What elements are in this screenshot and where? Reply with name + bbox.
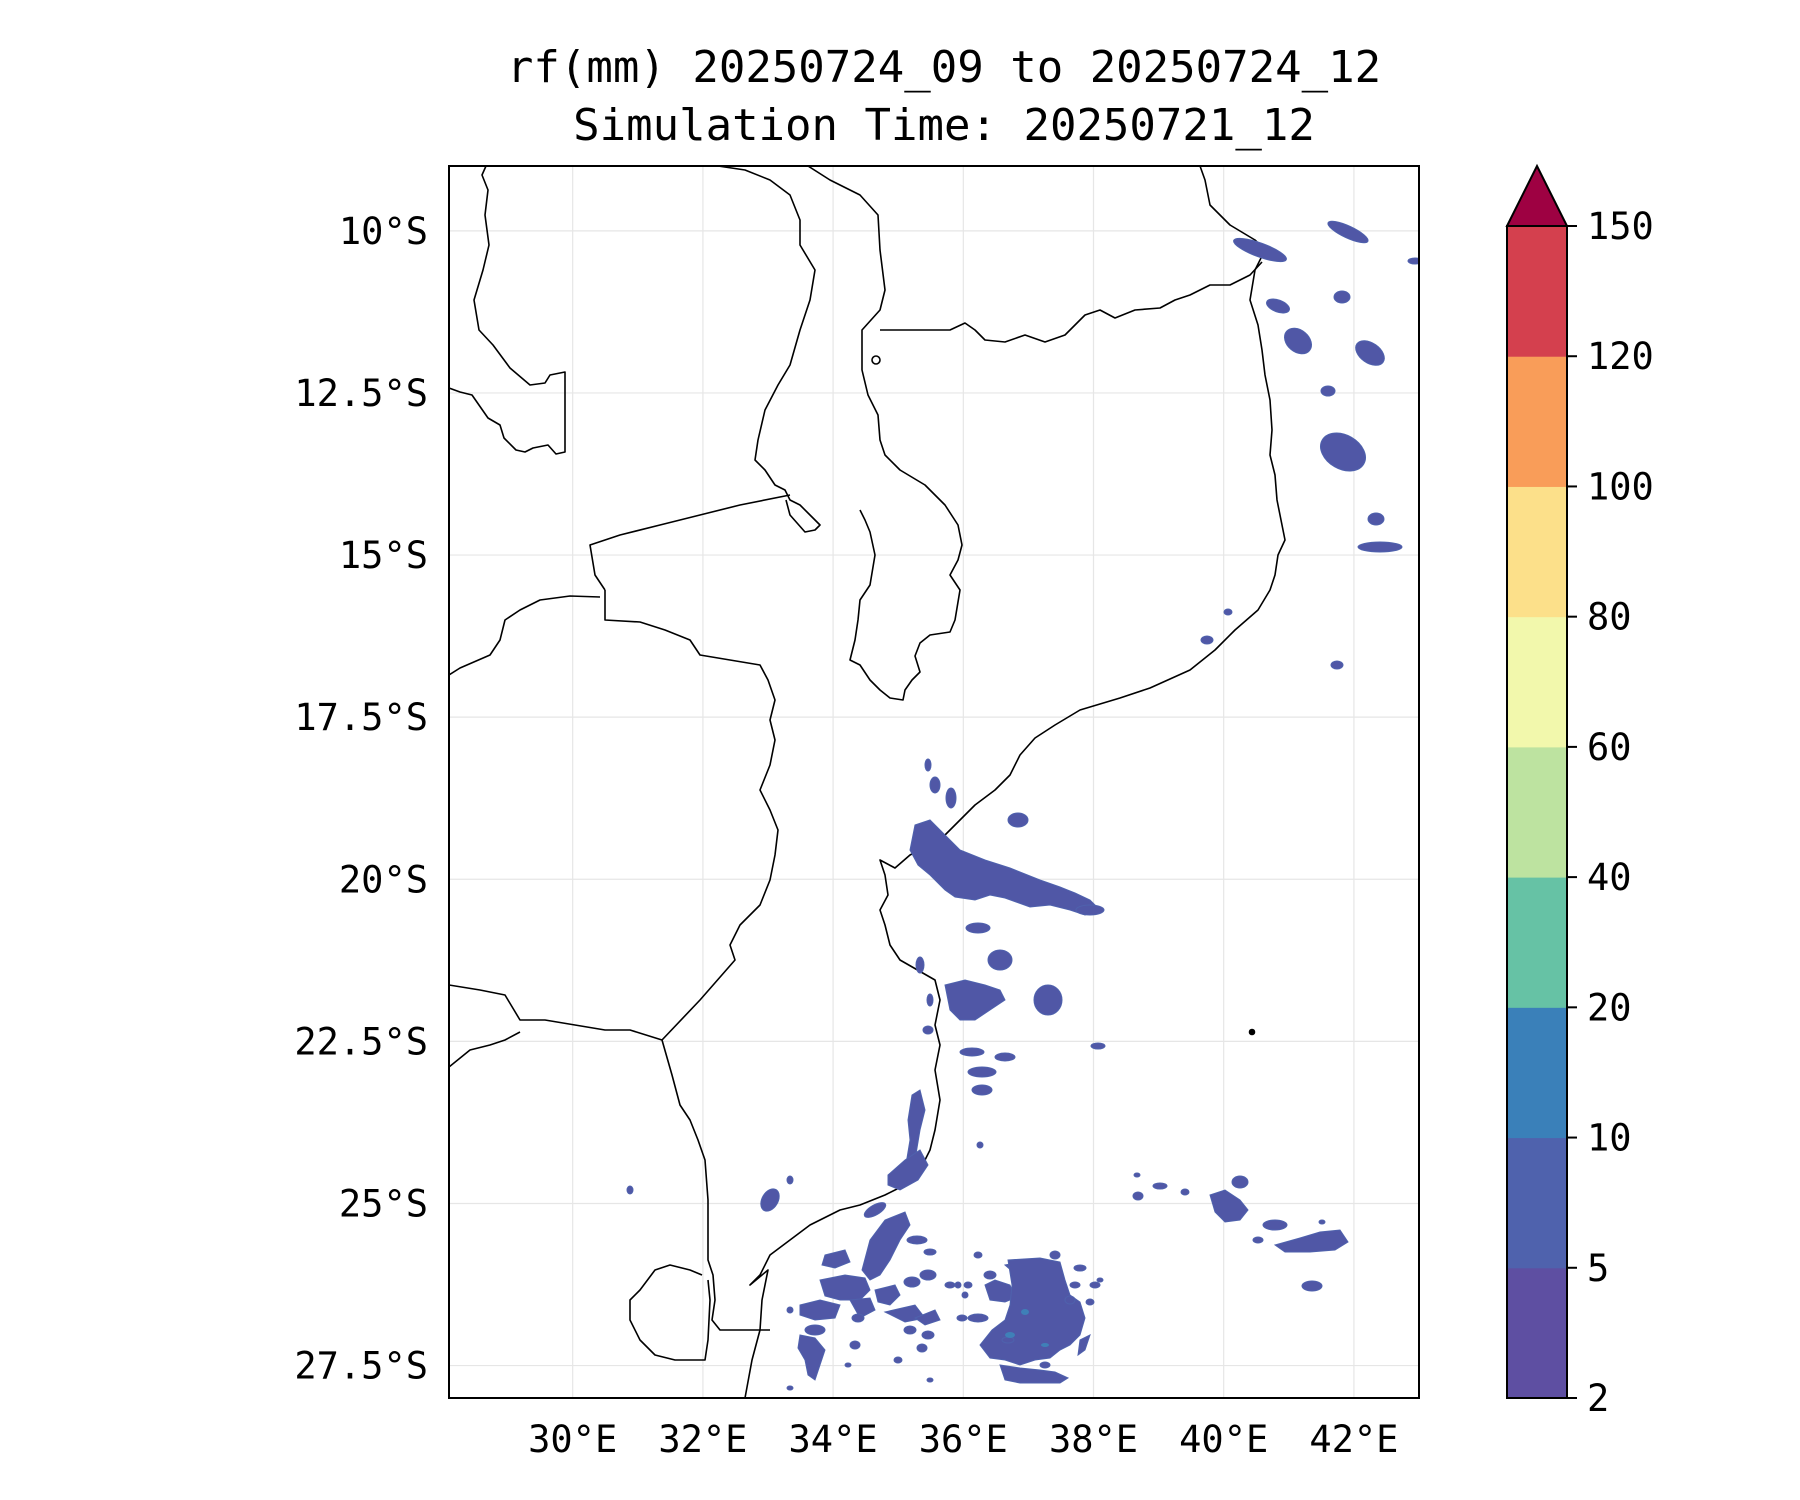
colorbar-tick-label: 120 xyxy=(1587,335,1654,378)
eswatini-border xyxy=(629,1264,711,1361)
colorbar-tick-label: 100 xyxy=(1587,465,1654,508)
rainfall-heavier-spots xyxy=(1005,1309,1049,1347)
lat-tick-label: 10°S xyxy=(339,210,428,253)
lon-tick-label: 32°E xyxy=(658,1418,747,1461)
botswana-southafrica-border xyxy=(449,1031,521,1068)
map-gridlines xyxy=(449,166,1419,1398)
lat-tick-label: 20°S xyxy=(339,858,428,901)
zambia-zimbabwe-border xyxy=(449,595,601,676)
colorbar-tick-label: 80 xyxy=(1587,596,1632,639)
colorbar-tick-label: 5 xyxy=(1587,1247,1609,1290)
colorbar-segment xyxy=(1507,356,1567,487)
colorbar-segment xyxy=(1507,226,1567,357)
lon-tick-label: 34°E xyxy=(789,1418,878,1461)
map-title-line2: Simulation Time: 20250721_12 xyxy=(573,100,1315,151)
lon-tick-label: 38°E xyxy=(1049,1418,1138,1461)
colorbar-segment xyxy=(1507,1267,1567,1399)
lon-tick-label: 40°E xyxy=(1179,1418,1268,1461)
colorbar-segment xyxy=(1507,1007,1567,1139)
lat-tick-label: 22.5°S xyxy=(294,1020,428,1063)
colorbar-frame xyxy=(1506,225,1568,1399)
country-boundaries xyxy=(449,166,1286,1398)
colorbar-segment xyxy=(1507,877,1567,1008)
zambia-mozambique-border xyxy=(589,494,791,591)
zambia-drc-border xyxy=(449,166,566,455)
colorbar-tick-label: 40 xyxy=(1587,856,1632,899)
zimbabwe-southafrica-border xyxy=(449,984,663,1041)
colorbar-tick-label: 20 xyxy=(1587,986,1632,1029)
colorbar: 2 5 10 20 40 60 80 100 120 150 xyxy=(1505,163,1654,1420)
lat-tick-label: 12.5°S xyxy=(294,372,428,415)
longitude-tick-labels: 30°E 32°E 34°E 36°E 38°E 40°E 42°E xyxy=(528,1418,1398,1461)
lat-tick-label: 15°S xyxy=(339,534,428,577)
map-frame xyxy=(448,165,1420,1399)
colorbar-segment xyxy=(1507,1137,1567,1269)
colorbar-tick-label: 10 xyxy=(1587,1117,1632,1160)
colorbar-segment xyxy=(1507,486,1567,618)
map-title-line1: rf(mm) 20250724_09 to 20250724_12 xyxy=(506,42,1382,93)
lat-tick-label: 17.5°S xyxy=(294,696,428,739)
tanzania-mozambique-border xyxy=(880,261,1263,343)
lon-tick-label: 36°E xyxy=(919,1418,1008,1461)
lat-tick-label: 25°S xyxy=(339,1182,428,1225)
latitude-tick-labels: 10°S 12.5°S 15°S 17.5°S 20°S 22.5°S 25°S 27.5°S xyxy=(294,210,428,1388)
zimbabwe-mozambique-border xyxy=(604,590,779,1041)
colorbar-tick-label: 2 xyxy=(1587,1377,1609,1420)
colorbar-tick-label: 150 xyxy=(1587,205,1654,248)
lon-tick-label: 30°E xyxy=(528,1418,617,1461)
colorbar-segment xyxy=(1507,746,1567,878)
lon-tick-label: 42°E xyxy=(1309,1418,1398,1461)
rainfall-patches xyxy=(626,220,1419,1391)
coastline xyxy=(744,166,1286,1398)
southafrica-mozambique-border xyxy=(661,1039,770,1331)
colorbar-segment xyxy=(1507,616,1567,748)
lake-malawi-outline xyxy=(807,166,963,701)
colorbar-extend-arrow xyxy=(1505,163,1569,227)
zambia-malawi-border xyxy=(717,166,821,533)
colorbar-tick-label: 60 xyxy=(1587,726,1632,769)
lat-tick-label: 27.5°S xyxy=(294,1345,428,1388)
